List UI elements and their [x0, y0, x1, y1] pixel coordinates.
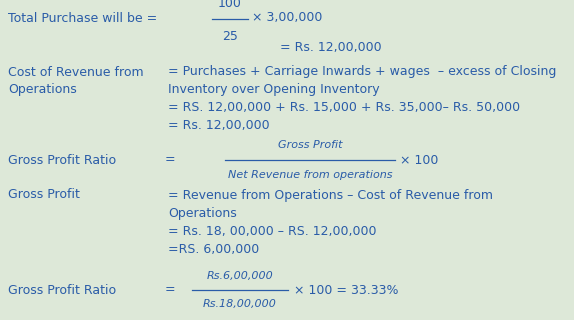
Text: = Rs. 12,00,000: = Rs. 12,00,000 — [280, 42, 382, 54]
Text: Total Purchase will be =: Total Purchase will be = — [8, 12, 157, 25]
Text: Rs.18,00,000: Rs.18,00,000 — [203, 299, 277, 309]
Text: Gross Profit Ratio: Gross Profit Ratio — [8, 154, 116, 166]
Text: Operations: Operations — [168, 206, 236, 220]
Text: Gross Profit Ratio: Gross Profit Ratio — [8, 284, 116, 297]
Text: = Revenue from Operations – Cost of Revenue from: = Revenue from Operations – Cost of Reve… — [168, 188, 493, 202]
Text: × 100 = 33.33%: × 100 = 33.33% — [294, 284, 398, 297]
Text: 100: 100 — [218, 0, 242, 10]
Text: = Rs. 18, 00,000 – RS. 12,00,000: = Rs. 18, 00,000 – RS. 12,00,000 — [168, 225, 377, 237]
Text: Inventory over Opening Inventory: Inventory over Opening Inventory — [168, 84, 379, 97]
Text: Cost of Revenue from: Cost of Revenue from — [8, 66, 144, 78]
Text: Operations: Operations — [8, 84, 77, 97]
Text: × 3,00,000: × 3,00,000 — [252, 12, 323, 25]
Text: =RS. 6,00,000: =RS. 6,00,000 — [168, 243, 259, 255]
Text: = RS. 12,00,000 + Rs. 15,000 + Rs. 35,000– Rs. 50,000: = RS. 12,00,000 + Rs. 15,000 + Rs. 35,00… — [168, 101, 520, 115]
Text: Gross Profit: Gross Profit — [278, 140, 342, 150]
Text: =: = — [165, 154, 176, 166]
Text: =: = — [165, 284, 176, 297]
Text: 25: 25 — [222, 30, 238, 43]
Text: = Rs. 12,00,000: = Rs. 12,00,000 — [168, 119, 270, 132]
Text: = Purchases + Carriage Inwards + wages  – excess of Closing: = Purchases + Carriage Inwards + wages –… — [168, 66, 556, 78]
Text: Rs.6,00,000: Rs.6,00,000 — [207, 271, 273, 281]
Text: × 100: × 100 — [400, 154, 439, 166]
Text: Gross Profit: Gross Profit — [8, 188, 80, 202]
Text: Net Revenue from operations: Net Revenue from operations — [228, 170, 392, 180]
